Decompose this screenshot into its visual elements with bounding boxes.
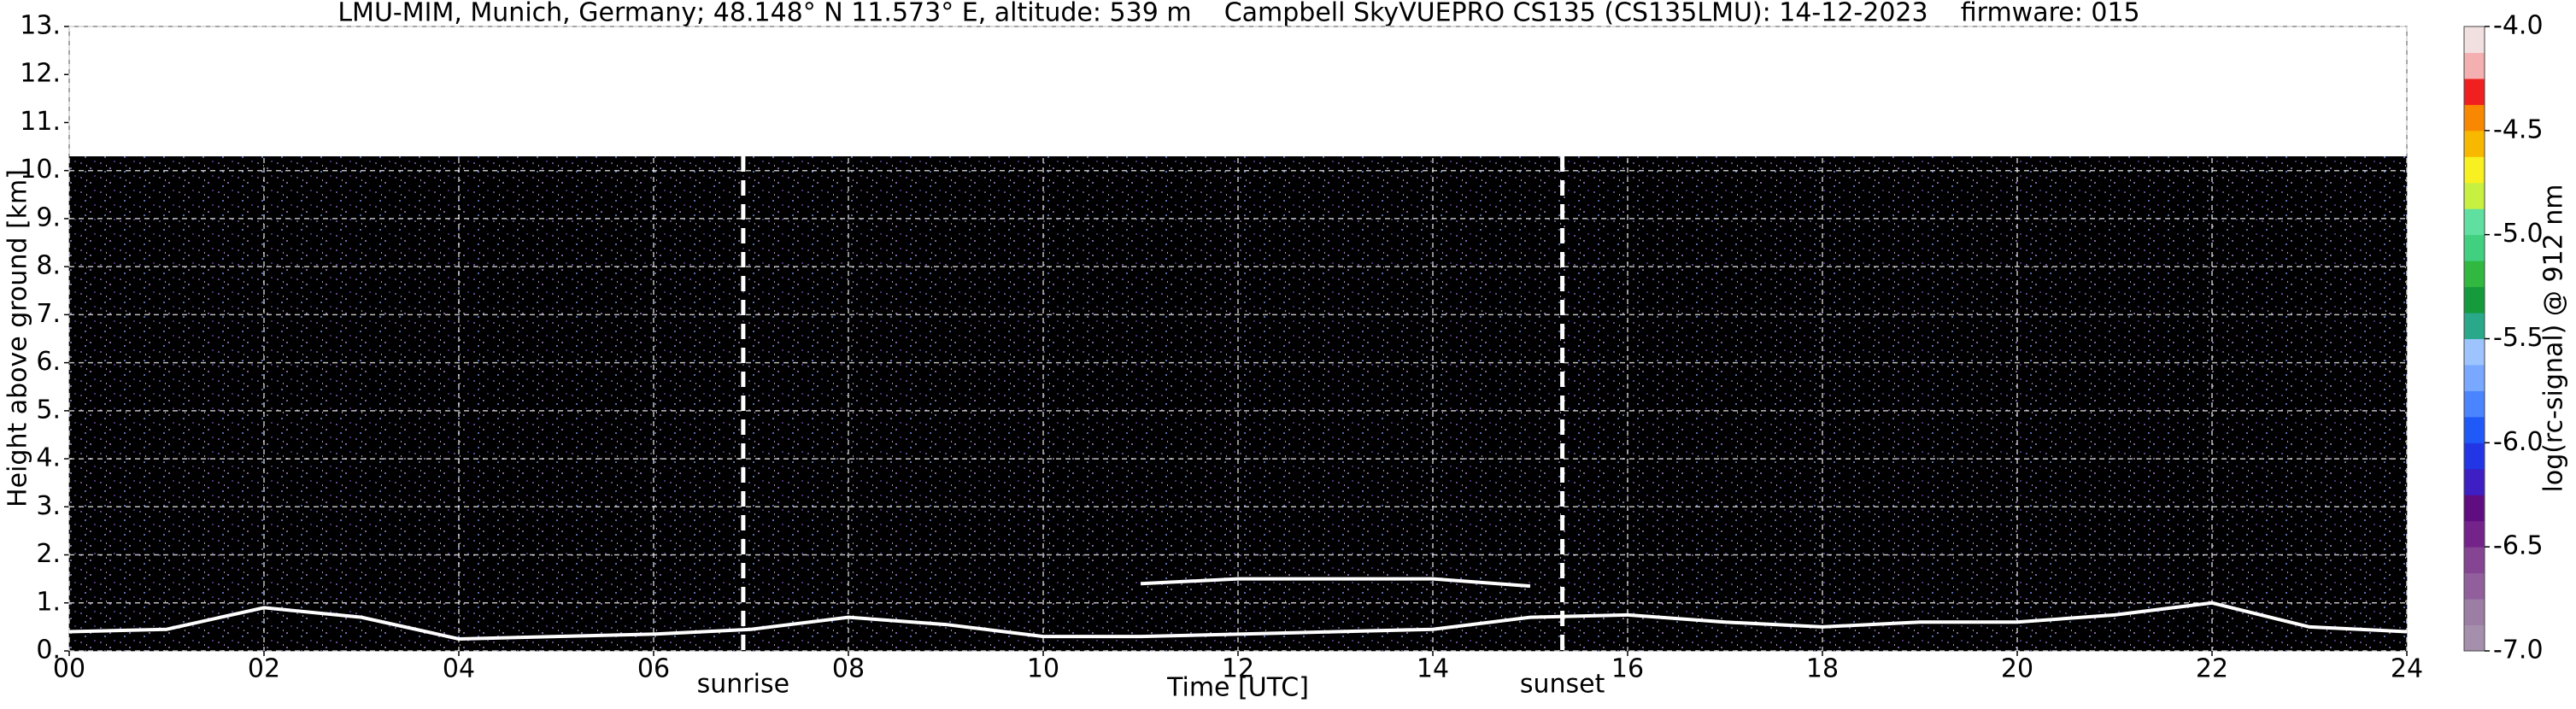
colorbar-swatch <box>2464 547 2485 574</box>
y-tick-label: 3. <box>36 491 61 521</box>
colorbar-swatch <box>2464 156 2485 184</box>
colorbar-swatch <box>2464 261 2485 288</box>
colorbar-swatch <box>2464 313 2485 339</box>
colorbar-swatch <box>2464 208 2485 236</box>
x-tick-label: 24 <box>2391 654 2423 684</box>
colorbar-swatch <box>2464 572 2485 600</box>
colorbar-tick-label: -4.5 <box>2493 114 2544 144</box>
layer-line <box>1140 577 1531 589</box>
x-tick-label: 00 <box>53 654 85 684</box>
y-tick-label: 5. <box>36 395 61 425</box>
x-tick-label: 18 <box>1806 654 1839 684</box>
y-tick-label: 11. <box>20 107 61 137</box>
colorbar-tick-label: -6.5 <box>2493 531 2544 561</box>
colorbar-swatch <box>2464 468 2485 495</box>
colorbar-tick-label: -5.0 <box>2493 219 2544 249</box>
colorbar-tick-label: -6.0 <box>2493 427 2544 457</box>
colorbar-swatch <box>2464 130 2485 157</box>
colorbar-swatch <box>2464 78 2485 105</box>
y-tick-label: 4. <box>36 443 61 473</box>
y-tick-label: 9. <box>36 202 61 232</box>
x-tick-label: 14 <box>1417 654 1449 684</box>
colorbar-swatch <box>2464 624 2485 652</box>
annotation-label: sunset <box>1520 670 1605 700</box>
colorbar-label: log(rc-signal) @ 912 nm <box>2539 185 2569 493</box>
colorbar-tick-label: -4.0 <box>2493 11 2544 41</box>
y-axis-label: Height above ground [km] <box>3 169 33 507</box>
colorbar-swatch <box>2464 364 2485 391</box>
colorbar-swatch <box>2464 390 2485 418</box>
y-tick-label: 8. <box>36 251 61 281</box>
x-tick-label: 20 <box>2001 654 2033 684</box>
colorbar-tick-label: -5.5 <box>2493 323 2544 353</box>
x-tick-label: 12 <box>1222 654 1254 684</box>
y-tick-label: 7. <box>36 299 61 329</box>
colorbar-swatch <box>2464 416 2485 443</box>
x-tick-label: 06 <box>637 654 670 684</box>
x-tick-label: 02 <box>248 654 280 684</box>
y-tick-label: 2. <box>36 539 61 569</box>
colorbar-swatch <box>2464 599 2485 626</box>
colorbar-swatch <box>2464 26 2485 53</box>
colorbar-swatch <box>2464 495 2485 522</box>
colorbar-swatch <box>2464 182 2485 209</box>
colorbar-swatch <box>2464 442 2485 470</box>
chart-title: LMU-MIM, Munich, Germany; 48.148° N 11.5… <box>337 0 2139 28</box>
layer-line <box>68 601 2408 641</box>
colorbar-swatch <box>2464 234 2485 261</box>
colorbar-tick-label: -7.0 <box>2493 636 2544 665</box>
x-tick-label: 08 <box>832 654 865 684</box>
y-tick-label: 6. <box>36 347 61 377</box>
colorbar-swatch <box>2464 52 2485 79</box>
x-tick-label: 16 <box>1611 654 1644 684</box>
y-tick-label: 13. <box>20 11 61 41</box>
annotation-label: sunrise <box>697 670 789 700</box>
x-axis-label: Time [UTC] <box>1166 673 1309 703</box>
colorbar-swatch <box>2464 338 2485 366</box>
y-tick-label: 10. <box>20 155 61 185</box>
y-tick-label: 0. <box>36 636 61 665</box>
colorbar-swatch <box>2464 104 2485 132</box>
x-tick-label: 22 <box>2196 654 2228 684</box>
y-tick-label: 12. <box>20 59 61 89</box>
colorbar-swatch <box>2464 286 2485 313</box>
x-tick-label: 10 <box>1027 654 1059 684</box>
colorbar-swatch <box>2464 520 2485 548</box>
y-tick-label: 1. <box>36 587 61 617</box>
x-tick-label: 04 <box>443 654 475 684</box>
